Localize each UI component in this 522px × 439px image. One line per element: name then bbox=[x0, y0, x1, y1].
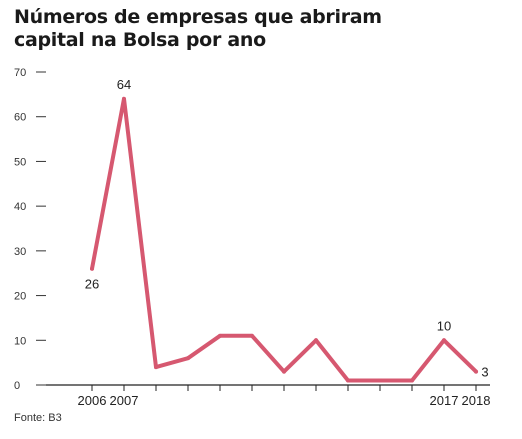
data-point-2014 bbox=[346, 378, 350, 383]
y-tick-label-10: 10 bbox=[14, 335, 26, 347]
data-label-2017: 10 bbox=[437, 318, 451, 333]
x-tick-label-2006: 2006 bbox=[78, 393, 107, 408]
data-point-2008 bbox=[154, 365, 158, 370]
y-tick-label-0: 0 bbox=[14, 380, 20, 392]
data-point-2010 bbox=[218, 333, 222, 338]
chart-source: Fonte: B3 bbox=[14, 412, 62, 424]
chart-title-line-2: capital na Bolsa por ano bbox=[14, 29, 266, 51]
data-point-2012 bbox=[282, 369, 286, 374]
chart-title-line-1: Números de empresas que abriram bbox=[14, 6, 382, 28]
data-point-2013 bbox=[314, 338, 318, 343]
data-label-2018: 3 bbox=[481, 365, 488, 380]
data-point-2015 bbox=[378, 378, 382, 383]
data-point-2018 bbox=[474, 369, 478, 374]
data-point-2006 bbox=[90, 266, 94, 271]
y-tick-label-40: 40 bbox=[14, 201, 26, 213]
x-tick-label-2007: 2007 bbox=[110, 393, 139, 408]
data-point-2017 bbox=[442, 338, 446, 343]
data-label-2007: 64 bbox=[117, 77, 131, 92]
data-point-2007 bbox=[122, 96, 126, 101]
chart-title: Números de empresas que abriram capital … bbox=[14, 6, 509, 52]
x-tick-label-2017: 2017 bbox=[430, 393, 459, 408]
y-tick-label-20: 20 bbox=[14, 291, 26, 303]
y-tick-label-60: 60 bbox=[14, 112, 26, 124]
y-tick-label-50: 50 bbox=[14, 156, 26, 168]
data-point-2011 bbox=[250, 333, 254, 338]
data-point-2009 bbox=[186, 356, 190, 361]
data-label-2006: 26 bbox=[85, 277, 99, 292]
data-point-2016 bbox=[410, 378, 414, 383]
y-tick-label-30: 30 bbox=[14, 246, 26, 258]
y-tick-label-70: 70 bbox=[14, 67, 26, 79]
series-line bbox=[90, 96, 478, 383]
x-tick-label-2018: 2018 bbox=[462, 393, 491, 408]
